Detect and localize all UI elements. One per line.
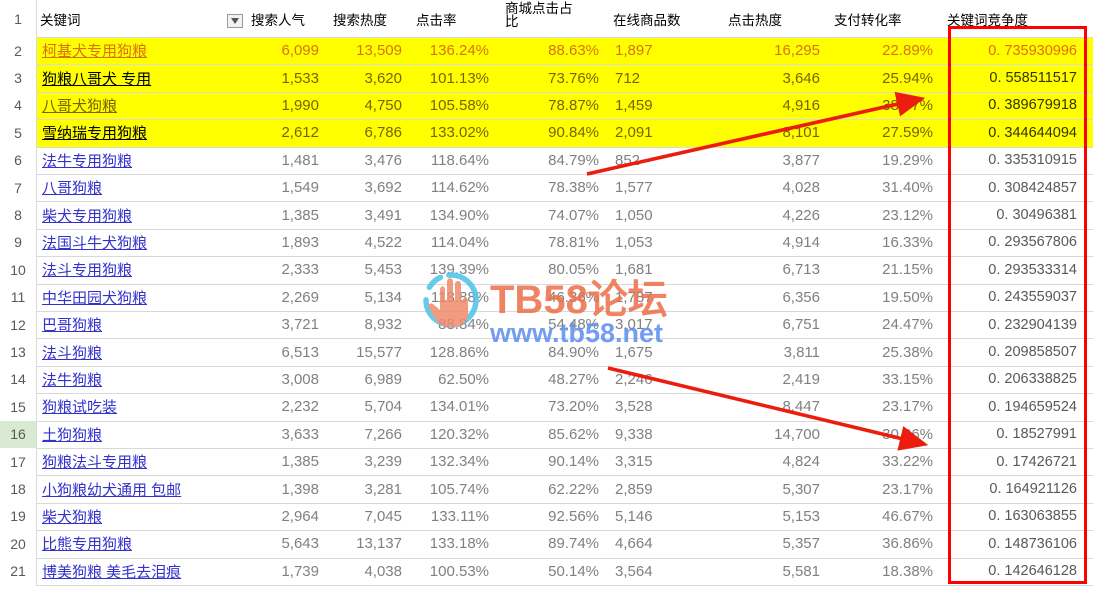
svg-text:TB58论坛: TB58论坛	[490, 278, 668, 322]
svg-text:www.tb58.net: www.tb58.net	[489, 318, 663, 348]
